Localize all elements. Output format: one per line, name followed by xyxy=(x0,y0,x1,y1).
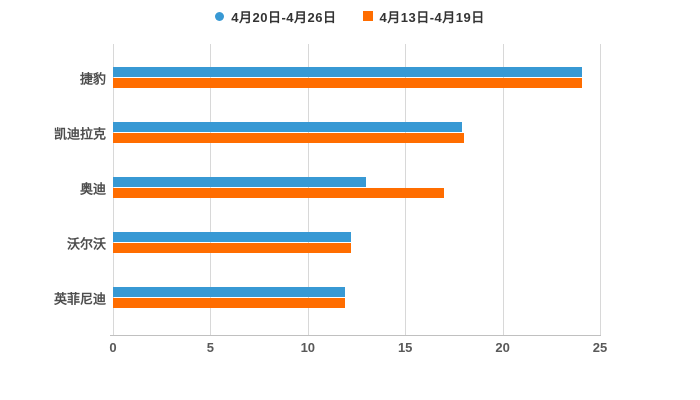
x-tick-label-25: 25 xyxy=(592,340,608,355)
x-axis-line xyxy=(110,335,601,336)
x-tick-label-15: 15 xyxy=(397,340,413,355)
y-axis-label-沃尔沃: 沃尔沃 xyxy=(66,236,106,251)
legend: 4月20日-4月26日 4月13日-4月19日 xyxy=(0,6,700,26)
gridline-x-25 xyxy=(600,44,601,335)
x-tick-label-10: 10 xyxy=(300,340,316,355)
plot-area xyxy=(113,44,601,335)
legend-circle-marker-icon xyxy=(215,11,225,21)
y-axis-label-奥迪: 奥迪 xyxy=(79,181,106,196)
y-axis-labels: 捷豹凯迪拉克奥迪沃尔沃英菲尼迪 xyxy=(0,44,106,335)
legend-item-apr20-26[interactable]: 4月20日-4月26日 xyxy=(215,7,336,26)
bar-series1-奥迪[interactable] xyxy=(113,188,445,198)
legend-label-apr20-26: 4月20日-4月26日 xyxy=(231,9,337,25)
legend-label-apr13-19: 4月13日-4月19日 xyxy=(379,9,485,25)
gridline-x-20 xyxy=(502,44,504,335)
x-axis-labels: 0 5 10 15 20 25 xyxy=(109,340,607,358)
bar-series0-沃尔沃[interactable] xyxy=(113,232,351,242)
bar-series0-奥迪[interactable] xyxy=(113,177,367,187)
y-axis-label-凯迪拉克: 凯迪拉克 xyxy=(53,126,106,141)
bar-series1-捷豹[interactable] xyxy=(113,78,583,88)
y-axis-label-英菲尼迪: 英菲尼迪 xyxy=(53,291,106,306)
bar-series1-英菲尼迪[interactable] xyxy=(113,298,345,308)
bar-series0-凯迪拉克[interactable] xyxy=(113,122,462,132)
x-tick-label-20: 20 xyxy=(495,340,510,355)
x-tick-label-0: 0 xyxy=(109,340,117,355)
bar-series0-捷豹[interactable] xyxy=(113,67,583,77)
x-tick-label-5: 5 xyxy=(206,340,215,355)
bar-series0-英菲尼迪[interactable] xyxy=(113,287,345,297)
legend-square-marker-icon xyxy=(362,11,373,21)
bar-series1-凯迪拉克[interactable] xyxy=(113,133,464,143)
y-axis-label-捷豹: 捷豹 xyxy=(79,71,106,86)
bar-series1-沃尔沃[interactable] xyxy=(113,243,351,253)
legend-item-apr13-19[interactable]: 4月13日-4月19日 xyxy=(362,7,485,26)
